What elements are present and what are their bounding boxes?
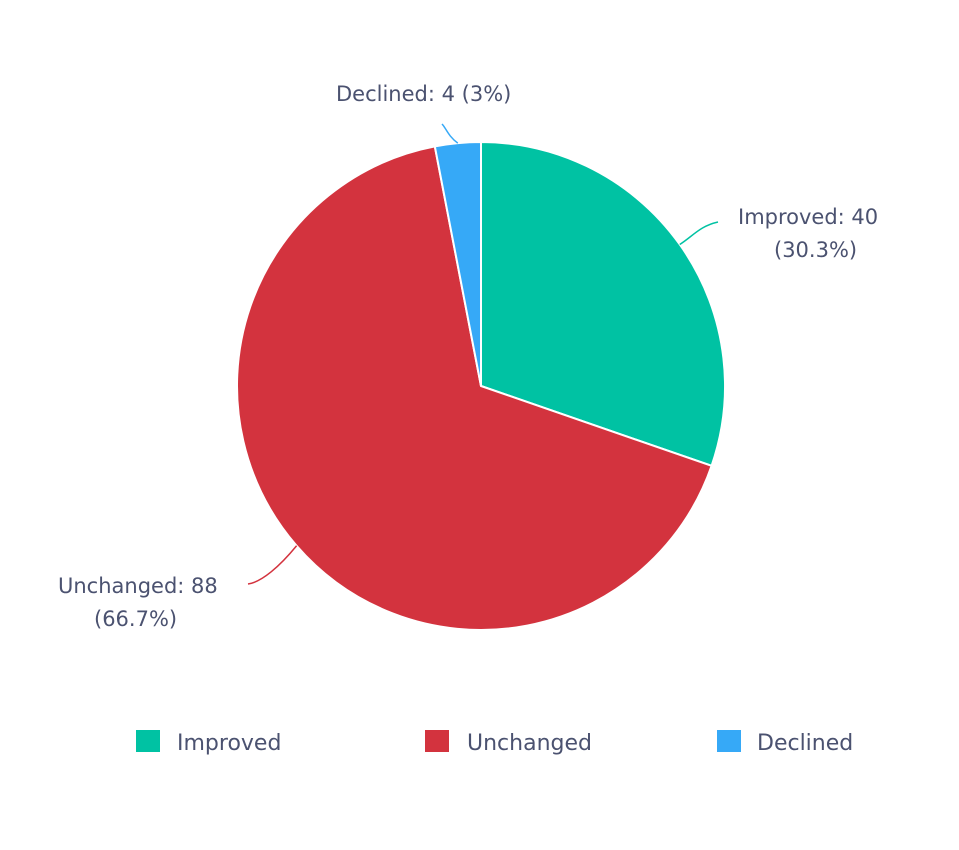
legend-swatch-declined xyxy=(717,730,741,752)
legend-label-declined: Declined xyxy=(757,731,853,756)
data-label-unchanged-line1: Unchanged: 88 xyxy=(58,574,218,598)
legend-label-improved: Improved xyxy=(177,731,281,756)
pie-slice-unchanged[interactable] xyxy=(236,145,713,631)
data-label-improved-line2: (30.3%) xyxy=(774,238,857,262)
pie-slice-declined[interactable] xyxy=(433,140,482,387)
data-label-improved-line1: Improved: 40 xyxy=(738,205,878,229)
data-label-declined: Declined: 4 (3%) xyxy=(336,82,511,106)
pie-slices xyxy=(236,140,726,631)
pie-slice-improved[interactable] xyxy=(480,140,726,468)
slice-leader-lines xyxy=(247,123,719,585)
legend-item-improved[interactable]: Improved xyxy=(136,730,281,756)
legend-swatch-unchanged xyxy=(425,730,449,752)
legend-item-unchanged[interactable]: Unchanged xyxy=(425,730,592,756)
data-label-unchanged-line2: (66.7%) xyxy=(94,607,177,631)
leader-line-unchanged xyxy=(247,545,298,585)
legend-label-unchanged: Unchanged xyxy=(467,731,592,756)
legend: Improved Unchanged Declined xyxy=(136,730,853,756)
legend-swatch-improved xyxy=(136,730,160,752)
legend-item-declined[interactable]: Declined xyxy=(717,730,853,756)
leader-line-declined xyxy=(441,123,459,144)
leader-line-improved xyxy=(679,221,719,246)
